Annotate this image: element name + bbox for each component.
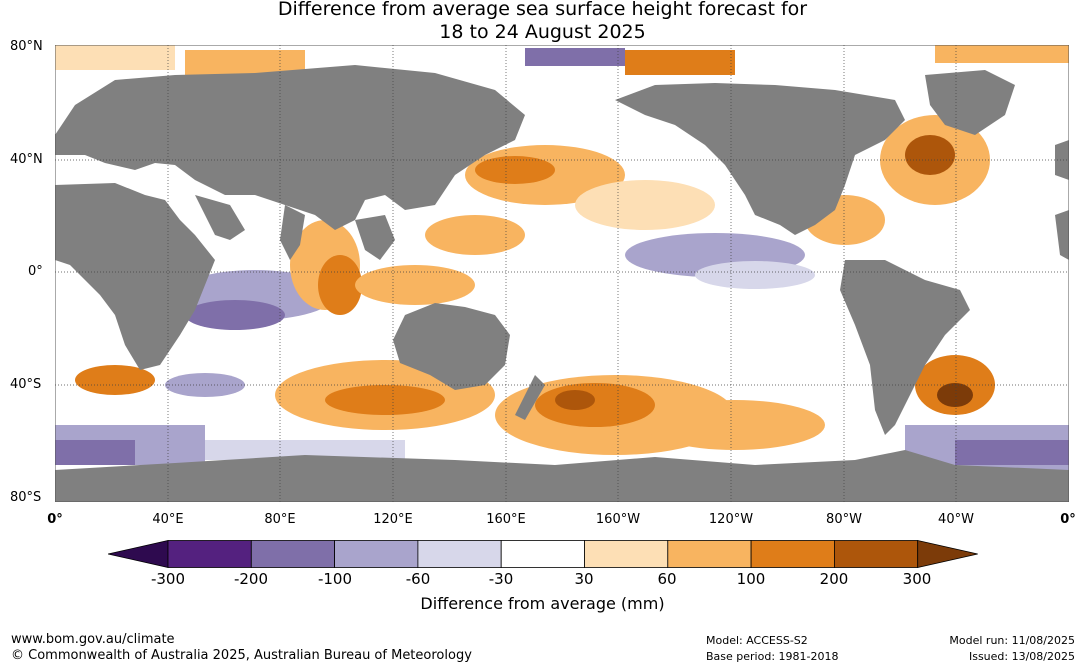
footer-issued: Issued: 13/08/2025 bbox=[968, 650, 1075, 663]
land-masses bbox=[55, 65, 1069, 502]
colorbar-title: Difference from average (mm) bbox=[420, 594, 665, 613]
colorbar-segments bbox=[108, 540, 978, 568]
colorbar-tick-label: -300 bbox=[150, 570, 186, 588]
lon-label-160w: 160°W bbox=[595, 512, 641, 527]
lat-label-equator: 0° bbox=[28, 264, 43, 279]
lon-label-80w: 80°W bbox=[826, 512, 862, 527]
colorbar-tick-label: -30 bbox=[488, 570, 514, 588]
colorbar-segment bbox=[250, 540, 336, 568]
colorbar-segment bbox=[500, 540, 585, 568]
footer-base-period: Base period: 1981-2018 bbox=[706, 650, 839, 663]
colorbar-tick-label: 60 bbox=[657, 570, 677, 588]
colorbar-tick-label: 200 bbox=[819, 570, 849, 588]
lon-label-120w: 120°W bbox=[708, 512, 754, 527]
lat-label-80n: 80°N bbox=[10, 39, 43, 54]
colorbar-tick-label: 300 bbox=[902, 570, 932, 588]
lon-label-160e: 160°E bbox=[486, 512, 526, 527]
lon-label-40w: 40°W bbox=[938, 512, 974, 527]
colorbar-segment bbox=[667, 540, 752, 568]
colorbar-tick-label: 30 bbox=[574, 570, 594, 588]
colorbar-tick-label: -200 bbox=[233, 570, 269, 588]
footer-model: Model: ACCESS-S2 bbox=[706, 634, 808, 647]
colorbar-segment bbox=[334, 540, 419, 568]
lon-label-0-left: 0° bbox=[47, 512, 63, 527]
colorbar-tick-label: 100 bbox=[736, 570, 766, 588]
colorbar-segment bbox=[750, 540, 835, 568]
map-title-line2: 18 to 24 August 2025 bbox=[439, 21, 646, 43]
lat-label-40s: 40°S bbox=[10, 377, 42, 392]
lat-label-80s: 80°S bbox=[10, 490, 42, 505]
colorbar-tick-label: -60 bbox=[405, 570, 431, 588]
lon-label-0-right: 0° bbox=[1060, 512, 1076, 527]
footer-model-run: Model run: 11/08/2025 bbox=[949, 634, 1075, 647]
colorbar-arrow-low bbox=[108, 540, 169, 568]
lon-label-120e: 120°E bbox=[373, 512, 413, 527]
colorbar-segment bbox=[167, 540, 252, 568]
footer-website: www.bom.gov.au/climate bbox=[11, 632, 175, 647]
colorbar bbox=[108, 540, 978, 568]
gridlines bbox=[55, 45, 1069, 502]
lon-label-40e: 40°E bbox=[152, 512, 184, 527]
footer-copyright: © Commonwealth of Australia 2025, Austra… bbox=[11, 648, 472, 663]
colorbar-tick-label: -100 bbox=[317, 570, 353, 588]
anomaly-patches bbox=[55, 45, 1069, 470]
sea-surface-height-map bbox=[55, 45, 1069, 502]
map-title-line1: Difference from average sea surface heig… bbox=[277, 0, 808, 20]
colorbar-segment bbox=[417, 540, 502, 568]
colorbar-segment bbox=[584, 540, 669, 568]
colorbar-arrow-high bbox=[917, 540, 978, 568]
lat-label-40n: 40°N bbox=[10, 152, 43, 167]
colorbar-segment bbox=[834, 540, 919, 568]
lon-label-80e: 80°E bbox=[264, 512, 296, 527]
